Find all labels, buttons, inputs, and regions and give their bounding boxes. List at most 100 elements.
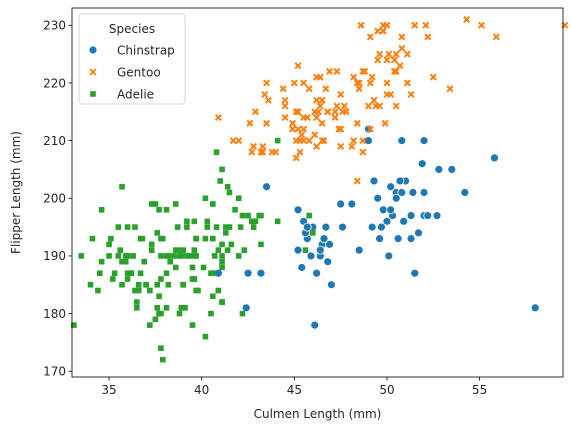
data-point-gentoo: [392, 102, 400, 110]
data-point-gentoo: [333, 102, 341, 110]
y-tick-label: 180: [43, 307, 66, 321]
data-point-gentoo: [303, 114, 311, 122]
data-point-gentoo: [316, 102, 324, 110]
data-point-gentoo: [305, 85, 313, 93]
data-point-adelie: [232, 206, 238, 213]
data-point-gentoo: [392, 50, 400, 58]
data-point-adelie: [117, 247, 123, 253]
data-point-chinstrap: [377, 222, 386, 232]
data-point-adelie: [182, 305, 188, 311]
data-point-gentoo: [311, 108, 319, 116]
data-point-adelie: [130, 253, 136, 259]
data-point-adelie: [180, 247, 186, 253]
data-point-adelie: [148, 201, 155, 207]
data-point-adelie: [163, 270, 170, 277]
data-point-adelie: [191, 247, 198, 253]
data-point-chinstrap: [373, 193, 383, 203]
series-chinstrap: [213, 124, 540, 330]
data-point-chinstrap: [384, 251, 394, 261]
data-point-gentoo: [324, 108, 332, 116]
data-point-gentoo: [331, 108, 339, 116]
data-point-gentoo: [320, 137, 328, 145]
data-point-gentoo: [350, 137, 358, 145]
data-point-adelie: [222, 230, 229, 236]
data-point-adelie: [210, 293, 216, 300]
legend-item-adelie: Adelie: [90, 87, 154, 101]
data-point-adelie: [193, 253, 199, 259]
data-point-gentoo: [305, 137, 313, 145]
series-gentoo: [214, 16, 569, 185]
data-point-adelie: [124, 224, 131, 230]
data-point-gentoo: [248, 148, 256, 156]
y-tick-label: 230: [43, 19, 66, 33]
data-point-chinstrap: [410, 268, 420, 278]
data-point-adelie: [211, 253, 218, 259]
data-point-adelie: [256, 212, 262, 219]
points-layer: [71, 16, 569, 363]
legend-label-adelie: Adelie: [117, 87, 154, 101]
data-point-chinstrap: [419, 188, 429, 197]
data-point-gentoo: [407, 90, 415, 98]
data-point-adelie: [156, 310, 162, 317]
data-point-gentoo: [316, 73, 324, 81]
legend-title: Species: [109, 22, 155, 36]
axes-frame: [71, 7, 564, 378]
data-point-adelie: [274, 218, 281, 225]
data-point-gentoo: [366, 125, 374, 133]
data-point-gentoo: [257, 148, 265, 156]
data-point-gentoo: [313, 114, 321, 122]
data-point-adelie: [176, 247, 183, 253]
y-tick-label: 200: [43, 192, 66, 206]
data-point-adelie: [215, 287, 222, 294]
data-point-adelie: [124, 276, 131, 282]
data-point-adelie: [132, 224, 138, 230]
data-point-adelie: [124, 270, 131, 277]
data-point-adelie: [191, 276, 198, 282]
data-point-adelie: [210, 201, 216, 207]
data-point-chinstrap: [423, 211, 433, 220]
data-point-gentoo: [376, 50, 384, 58]
data-point-adelie: [178, 253, 185, 259]
data-point-adelie: [217, 178, 224, 184]
data-point-gentoo: [379, 21, 387, 29]
data-point-gentoo: [348, 142, 356, 150]
data-point-adelie: [134, 299, 140, 305]
data-point-gentoo: [379, 27, 387, 35]
data-point-gentoo: [390, 67, 398, 75]
data-point-gentoo: [235, 137, 243, 145]
data-point-chinstrap: [375, 234, 384, 244]
data-point-chinstrap: [293, 205, 303, 215]
data-point-gentoo: [361, 67, 369, 75]
data-point-adelie: [154, 281, 161, 288]
data-point-adelie: [109, 276, 116, 282]
legend-items: Chinstrap Gentoo Adelie: [88, 43, 175, 101]
data-point-adelie: [167, 258, 173, 265]
data-point-chinstrap: [447, 165, 457, 174]
data-point-gentoo: [292, 154, 300, 162]
data-point-gentoo: [359, 137, 367, 145]
y-tick-label: 190: [43, 249, 66, 263]
data-point-gentoo: [300, 137, 308, 145]
x-tick-label: 55: [472, 383, 487, 397]
y-axis: 170 180 190 200 210 220 230: [43, 19, 72, 379]
data-point-adelie: [191, 218, 198, 225]
data-point-adelie: [172, 264, 179, 271]
data-point-chinstrap: [419, 136, 429, 146]
data-point-gentoo: [268, 148, 276, 156]
data-point-gentoo: [229, 137, 237, 145]
data-point-adelie: [239, 310, 246, 317]
data-point-gentoo: [424, 33, 432, 41]
data-point-adelie: [147, 287, 153, 294]
data-point-chinstrap: [338, 222, 347, 232]
data-point-chinstrap: [326, 280, 336, 290]
data-point-gentoo: [359, 67, 367, 75]
data-point-chinstrap: [417, 159, 427, 169]
data-point-gentoo: [263, 119, 271, 127]
data-point-chinstrap: [490, 153, 499, 163]
data-point-adelie: [274, 137, 281, 144]
x-axis-label: Culmen Length (mm): [254, 407, 382, 421]
data-point-chinstrap: [319, 234, 329, 244]
data-point-adelie: [148, 247, 155, 253]
data-point-gentoo: [326, 67, 334, 75]
data-point-adelie: [154, 305, 161, 311]
